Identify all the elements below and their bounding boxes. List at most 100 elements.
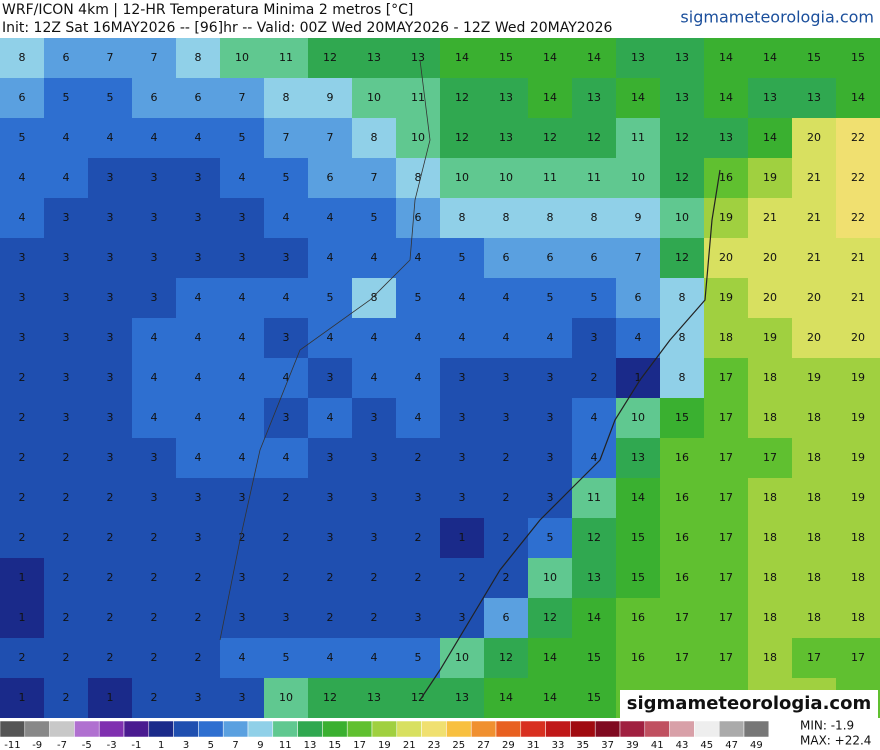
grid-value: 17 [719,571,733,584]
grid-value: 3 [195,211,202,224]
grid-value: 10 [543,571,557,584]
grid-cell [176,238,221,279]
grid-cell [792,78,837,119]
grid-value: 2 [371,571,378,584]
grid-value: 2 [63,451,70,464]
colorbar-box [520,720,546,738]
grid-cell [44,678,89,719]
grid-cell [616,638,661,679]
grid-value: 13 [499,131,513,144]
grid-cell [220,118,265,159]
grid-value: 3 [459,491,466,504]
grid-cell [660,158,705,199]
grid-value: 6 [591,251,598,264]
grid-cell [44,278,89,319]
colorbar-label: 39 [626,740,639,750]
grid-value: 2 [283,491,290,504]
colorbar-box [346,720,373,738]
site-name[interactable]: sigmameteorologia.com [680,8,874,27]
grid-value: 4 [415,411,422,424]
grid-value: 20 [807,131,821,144]
grid-value: 14 [587,611,601,624]
grid-value: 12 [587,531,601,544]
grid-cell [44,118,89,159]
grid-cell [440,558,485,599]
grid-cell [176,158,221,199]
grid-cell [264,78,309,119]
grid-cell [660,318,705,359]
grid-value: 21 [807,251,821,264]
grid-cell [0,678,45,719]
grid-value: 17 [851,651,865,664]
header-line1: WRF/ICON 4km | 12-HR Temperatura Minima … [2,2,413,18]
colorbar-box [123,720,150,738]
grid-cell [176,518,221,559]
grid-cell [484,318,529,359]
grid-cell [484,78,529,119]
grid-value: 3 [459,371,466,384]
grid-value: 2 [19,491,26,504]
grid-cell [44,238,89,279]
grid-value: 14 [587,51,601,64]
grid-cell [440,478,485,519]
grid-value: 3 [195,691,202,704]
grid-cell [704,598,749,639]
grid-value: 17 [675,611,689,624]
grid-value: 2 [195,571,202,584]
grid-cell [792,398,837,439]
grid-value: 12 [587,131,601,144]
grid-cell [264,398,309,439]
grid-value: 15 [851,51,865,64]
grid-cell [748,558,793,599]
grid-value: 1 [459,531,466,544]
grid-cell [528,358,573,399]
grid-cell [836,318,880,359]
grid-cell [572,118,617,159]
grid-cell [792,358,837,399]
grid-value: 5 [547,291,554,304]
grid-value: 4 [151,411,158,424]
colorbar-box [594,720,621,738]
colorbar-label: 47 [725,740,738,750]
grid-cell [44,78,89,119]
grid-value: 3 [283,331,290,344]
grid-cell [0,158,45,199]
min-value: MIN: -1.9 [800,719,854,733]
grid-cell [396,238,441,279]
grid-value: 6 [547,251,554,264]
grid-cell [836,398,880,439]
grid-value: 4 [195,331,202,344]
grid-cell [0,118,45,159]
grid-value: 13 [719,131,733,144]
grid-cell [0,558,45,599]
grid-cell [660,398,705,439]
grid-value: 18 [807,451,821,464]
grid-value: 18 [851,531,865,544]
grid-cell [704,318,749,359]
grid-cell [440,38,485,79]
grid-cell [88,158,133,199]
grid-value: 18 [807,411,821,424]
grid-value: 15 [631,531,645,544]
grid-cell [88,118,133,159]
grid-cell [484,238,529,279]
grid-cell [132,238,177,279]
grid-value: 11 [631,131,645,144]
grid-cell [44,358,89,399]
grid-cell [704,358,749,399]
watermark-bg [620,690,878,718]
grid-cell [528,278,573,319]
grid-value: 17 [719,651,733,664]
grid-cell [616,398,661,439]
grid-cell [440,358,485,399]
grid-value: 2 [19,451,26,464]
colorbar-label: 41 [651,740,664,750]
grid-cell [132,518,177,559]
grid-value: 11 [411,91,425,104]
grid-value: 3 [195,251,202,264]
grid-value: 15 [807,51,821,64]
grid-cell [484,598,529,639]
grid-cell [264,638,309,679]
grid-cell [352,518,397,559]
colorbar-label: -3 [107,740,117,750]
